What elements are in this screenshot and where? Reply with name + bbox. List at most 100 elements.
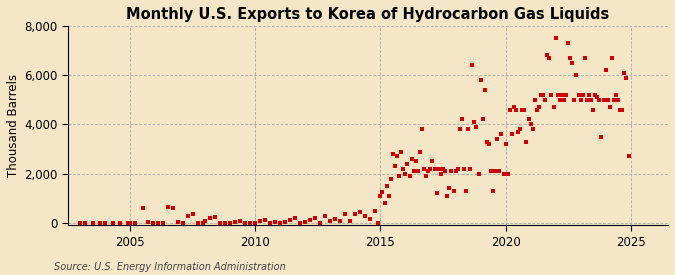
Point [500, 142, 511, 146]
Point [619, 70, 630, 75]
Point [400, 172, 411, 176]
Point [446, 169, 457, 174]
Point [379, 201, 390, 205]
Point [444, 186, 455, 191]
Point [429, 167, 440, 171]
Y-axis label: Thousand Barrels: Thousand Barrels [7, 74, 20, 177]
Point [396, 149, 406, 154]
Point [621, 75, 632, 80]
Point [115, 221, 126, 225]
Point [373, 221, 384, 225]
Point [421, 174, 431, 178]
Point [519, 108, 530, 112]
Point [494, 169, 505, 174]
Point [100, 221, 111, 225]
Point [523, 117, 534, 122]
Point [157, 221, 168, 225]
Point [178, 221, 188, 225]
Point [406, 157, 417, 161]
Point [340, 212, 351, 216]
Point [542, 53, 553, 58]
Point [569, 98, 580, 102]
Point [290, 216, 301, 221]
Point [590, 93, 601, 97]
Point [417, 127, 428, 131]
Point [375, 194, 386, 198]
Point [481, 139, 492, 144]
Point [107, 221, 118, 225]
Point [173, 220, 184, 224]
Point [464, 167, 475, 171]
Point [613, 98, 624, 102]
Point [280, 220, 291, 224]
Point [75, 221, 86, 225]
Point [392, 154, 402, 159]
Point [448, 189, 459, 193]
Point [402, 162, 413, 166]
Point [583, 93, 594, 97]
Point [210, 214, 221, 219]
Point [245, 221, 256, 225]
Point [95, 221, 106, 225]
Text: Source: U.S. Energy Information Administration: Source: U.S. Energy Information Administ… [54, 262, 286, 272]
Point [370, 208, 381, 213]
Point [546, 93, 557, 97]
Point [142, 219, 153, 224]
Point [602, 98, 613, 102]
Point [608, 98, 619, 102]
Point [88, 221, 99, 225]
Point [514, 127, 525, 131]
Point [529, 98, 540, 102]
Point [492, 137, 503, 141]
Point [182, 213, 193, 218]
Point [525, 122, 536, 127]
Point [404, 174, 415, 178]
Point [586, 98, 597, 102]
Point [477, 117, 488, 122]
Point [552, 93, 563, 97]
Point [475, 78, 486, 82]
Point [556, 93, 567, 97]
Point [544, 56, 555, 60]
Point [458, 167, 469, 171]
Point [235, 219, 246, 223]
Point [485, 169, 496, 174]
Point [381, 184, 392, 188]
Point [198, 221, 209, 225]
Point [531, 108, 542, 112]
Point [437, 167, 448, 171]
Point [300, 220, 311, 224]
Point [467, 63, 478, 67]
Point [275, 221, 286, 225]
Point [456, 117, 467, 122]
Point [579, 56, 590, 60]
Point [285, 218, 296, 223]
Point [598, 98, 609, 102]
Point [469, 120, 480, 124]
Point [577, 93, 588, 97]
Point [527, 127, 538, 131]
Point [414, 149, 425, 154]
Point [567, 60, 578, 65]
Point [305, 218, 316, 223]
Point [80, 221, 91, 225]
Point [615, 108, 626, 112]
Point [255, 219, 266, 223]
Point [389, 164, 400, 169]
Point [536, 93, 547, 97]
Point [554, 98, 565, 102]
Point [573, 93, 584, 97]
Point [548, 105, 559, 109]
Point [387, 152, 398, 156]
Point [412, 169, 423, 174]
Point [270, 220, 281, 224]
Point [230, 220, 241, 224]
Point [617, 108, 628, 112]
Point [462, 127, 473, 131]
Point [606, 56, 617, 60]
Point [325, 219, 336, 223]
Point [240, 221, 251, 225]
Point [502, 172, 513, 176]
Point [600, 68, 611, 72]
Point [510, 108, 521, 112]
